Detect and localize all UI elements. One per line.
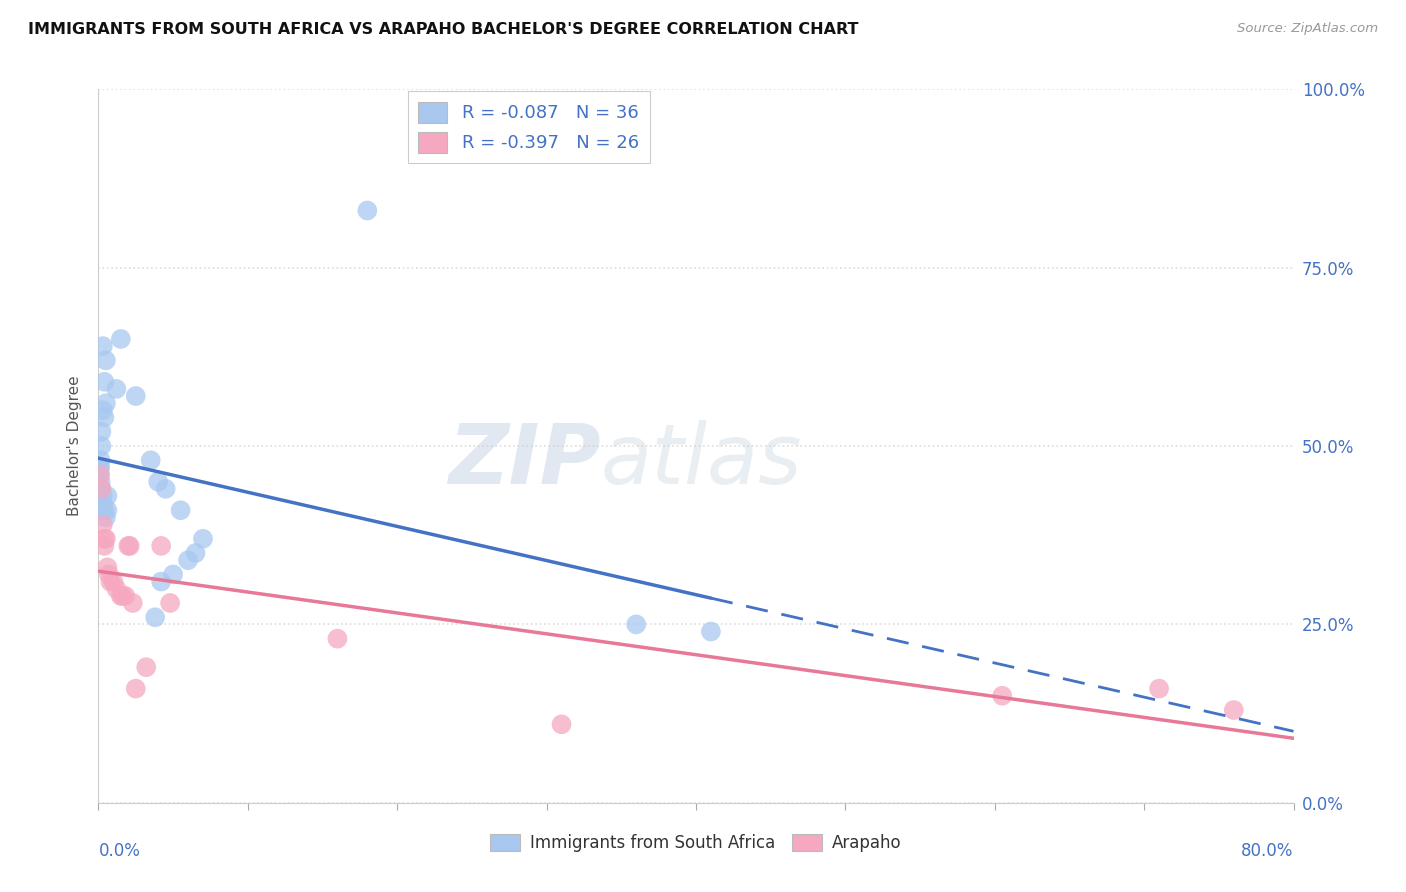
Point xyxy=(90,439,112,453)
Point xyxy=(90,425,112,439)
Point xyxy=(94,396,117,410)
Point xyxy=(94,353,117,368)
Point xyxy=(94,510,117,524)
Point xyxy=(93,375,115,389)
Point xyxy=(96,489,118,503)
Point xyxy=(700,624,723,639)
Point xyxy=(991,689,1014,703)
Point xyxy=(1223,703,1246,717)
Point xyxy=(125,389,148,403)
Y-axis label: Bachelor's Degree: Bachelor's Degree xyxy=(67,376,83,516)
Point xyxy=(89,460,111,475)
Point xyxy=(93,410,115,425)
Point xyxy=(150,539,173,553)
Point xyxy=(111,589,134,603)
Point xyxy=(118,539,141,553)
Point xyxy=(117,539,139,553)
Point xyxy=(93,532,115,546)
Point xyxy=(114,589,136,603)
Point xyxy=(96,560,118,574)
Text: 0.0%: 0.0% xyxy=(98,842,141,860)
Point xyxy=(94,532,117,546)
Point xyxy=(110,589,132,603)
Point xyxy=(177,553,200,567)
Point xyxy=(356,203,378,218)
Point xyxy=(90,482,112,496)
Point xyxy=(121,596,143,610)
Point xyxy=(91,517,114,532)
Point xyxy=(184,546,207,560)
Point xyxy=(91,339,114,353)
Point xyxy=(191,532,214,546)
Point xyxy=(125,681,148,696)
Point xyxy=(91,496,114,510)
Point xyxy=(91,403,114,417)
Point xyxy=(89,460,111,475)
Text: ZIP: ZIP xyxy=(447,420,600,500)
Text: atlas: atlas xyxy=(600,420,801,500)
Point xyxy=(150,574,173,589)
Point xyxy=(110,332,132,346)
Point xyxy=(90,475,112,489)
Point xyxy=(89,467,111,482)
Point xyxy=(550,717,572,731)
Text: 80.0%: 80.0% xyxy=(1241,842,1294,860)
Point xyxy=(93,539,115,553)
Point xyxy=(155,482,177,496)
Point xyxy=(93,503,115,517)
Point xyxy=(90,482,112,496)
Point xyxy=(1147,681,1170,696)
Point xyxy=(162,567,184,582)
Point xyxy=(97,567,120,582)
Point xyxy=(89,467,111,482)
Legend: Immigrants from South Africa, Arapaho: Immigrants from South Africa, Arapaho xyxy=(484,827,908,859)
Point xyxy=(626,617,648,632)
Point xyxy=(159,596,181,610)
Point xyxy=(96,503,118,517)
Point xyxy=(98,574,122,589)
Point xyxy=(105,582,128,596)
Point xyxy=(135,660,157,674)
Point xyxy=(90,453,112,467)
Point xyxy=(169,503,191,517)
Point xyxy=(139,453,162,467)
Point xyxy=(148,475,170,489)
Text: IMMIGRANTS FROM SOUTH AFRICA VS ARAPAHO BACHELOR'S DEGREE CORRELATION CHART: IMMIGRANTS FROM SOUTH AFRICA VS ARAPAHO … xyxy=(28,22,859,37)
Point xyxy=(103,574,125,589)
Point xyxy=(105,382,128,396)
Point xyxy=(91,489,114,503)
Text: Source: ZipAtlas.com: Source: ZipAtlas.com xyxy=(1237,22,1378,36)
Point xyxy=(143,610,166,624)
Point xyxy=(326,632,349,646)
